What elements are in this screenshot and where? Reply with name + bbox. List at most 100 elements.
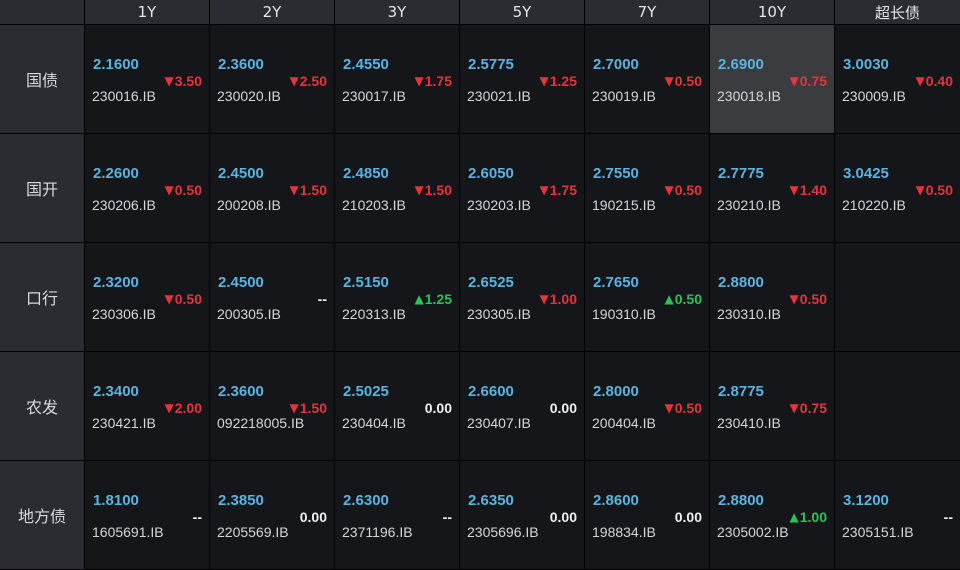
change-indicator: ▼ 1.50 xyxy=(290,182,327,198)
bond-code: 230009.IB xyxy=(842,88,906,104)
bond-quote-cell[interactable]: 2.3600 092218005.IB ▼ 1.50 xyxy=(210,352,334,460)
bond-quote-cell[interactable]: 2.4500 200208.IB ▼ 1.50 xyxy=(210,134,334,242)
bond-quote-cell[interactable]: 2.7000 230019.IB ▼ 0.50 xyxy=(585,25,709,133)
down-triangle-icon: ▼ xyxy=(164,74,174,88)
bond-quote-cell[interactable]: 2.6050 230203.IB ▼ 1.75 xyxy=(460,134,584,242)
bond-quote-cell[interactable]: 3.0030 230009.IB ▼ 0.40 xyxy=(835,25,960,133)
change-indicator: ▼ 0.75 xyxy=(790,73,827,89)
change-indicator: ▼ 2.00 xyxy=(165,400,202,416)
bond-quote-cell[interactable]: 2.6350 2305696.IB 0.00 xyxy=(460,461,584,569)
bond-quote-cell[interactable]: 2.2600 230206.IB ▼ 0.50 xyxy=(85,134,209,242)
yield-value: 2.4550 xyxy=(343,56,389,73)
bond-quote-cell[interactable]: 2.7775 230210.IB ▼ 1.40 xyxy=(710,134,834,242)
bond-code: 2371196.IB xyxy=(342,524,413,540)
change-value: 0.00 xyxy=(549,509,577,525)
change-value: 0.50 xyxy=(674,73,702,89)
down-triangle-icon: ▼ xyxy=(664,183,674,197)
row-header[interactable]: 口行 xyxy=(0,243,84,351)
bond-code: 230016.IB xyxy=(92,88,156,104)
bond-quote-cell[interactable]: 2.5025 230404.IB 0.00 xyxy=(335,352,459,460)
bond-quote-cell[interactable]: 2.3850 2205569.IB 0.00 xyxy=(210,461,334,569)
column-header-7y[interactable]: 7Y xyxy=(585,0,709,24)
column-header-1y[interactable]: 1Y xyxy=(85,0,209,24)
change-value: 0.40 xyxy=(925,73,953,89)
down-triangle-icon: ▼ xyxy=(915,183,925,197)
bond-quote-cell[interactable]: 2.4850 210203.IB ▼ 1.50 xyxy=(335,134,459,242)
bond-quote-cell[interactable]: 2.8000 200404.IB ▼ 0.50 xyxy=(585,352,709,460)
bond-quote-cell[interactable]: 2.3200 230306.IB ▼ 0.50 xyxy=(85,243,209,351)
bond-quote-cell[interactable]: 2.8800 2305002.IB ▲ 1.00 xyxy=(710,461,834,569)
yield-value: 2.7550 xyxy=(593,165,639,182)
change-value: -- xyxy=(192,509,202,525)
bond-code: 230306.IB xyxy=(92,306,156,322)
down-triangle-icon: ▼ xyxy=(164,183,174,197)
change-indicator: -- xyxy=(318,291,327,307)
bond-quote-cell[interactable]: 2.5775 230021.IB ▼ 1.25 xyxy=(460,25,584,133)
bond-quote-cell[interactable]: 2.3600 230020.IB ▼ 2.50 xyxy=(210,25,334,133)
column-header-2y[interactable]: 2Y xyxy=(210,0,334,24)
column-header-超长债[interactable]: 超长债 xyxy=(835,0,960,24)
bond-quote-cell[interactable]: 2.6300 2371196.IB -- xyxy=(335,461,459,569)
yield-value: 2.6600 xyxy=(468,383,514,400)
down-triangle-icon: ▼ xyxy=(289,401,299,415)
change-indicator: ▼ 1.25 xyxy=(540,73,577,89)
yield-value: 3.1200 xyxy=(843,492,889,509)
bond-quote-cell[interactable]: 2.5150 220313.IB ▲ 1.25 xyxy=(335,243,459,351)
bond-code: 230019.IB xyxy=(592,88,656,104)
bond-quote-cell[interactable]: 3.1200 2305151.IB -- xyxy=(835,461,960,569)
change-value: 0.50 xyxy=(674,291,702,307)
row-header[interactable]: 农发 xyxy=(0,352,84,460)
bond-code: 230020.IB xyxy=(217,88,281,104)
bond-quote-cell[interactable]: 2.7650 190310.IB ▲ 0.50 xyxy=(585,243,709,351)
change-value: 1.00 xyxy=(549,291,577,307)
bond-quote-cell[interactable]: 2.4550 230017.IB ▼ 1.75 xyxy=(335,25,459,133)
bond-quote-cell[interactable]: 2.8600 198834.IB 0.00 xyxy=(585,461,709,569)
row-header[interactable]: 地方债 xyxy=(0,461,84,569)
bond-quote-cell[interactable]: 3.0425 210220.IB ▼ 0.50 xyxy=(835,134,960,242)
bond-code: 190215.IB xyxy=(592,197,656,213)
change-value: 0.50 xyxy=(174,182,202,198)
yield-value: 2.8000 xyxy=(593,383,639,400)
change-indicator: ▼ 0.50 xyxy=(165,291,202,307)
bond-quote-cell[interactable]: 2.6525 230305.IB ▼ 1.00 xyxy=(460,243,584,351)
change-value: 1.00 xyxy=(799,509,827,525)
bond-quote-cell[interactable]: 1.8100 1605691.IB -- xyxy=(85,461,209,569)
yield-value: 2.8600 xyxy=(593,492,639,509)
change-value: 0.50 xyxy=(674,182,702,198)
bond-code: 190310.IB xyxy=(592,306,656,322)
change-indicator: ▼ 1.00 xyxy=(540,291,577,307)
bond-code: 230421.IB xyxy=(92,415,156,431)
bond-quote-cell[interactable]: 2.8775 230410.IB ▼ 0.75 xyxy=(710,352,834,460)
yield-value: 2.6350 xyxy=(468,492,514,509)
change-indicator: ▼ 0.50 xyxy=(665,73,702,89)
column-header-3y[interactable]: 3Y xyxy=(335,0,459,24)
down-triangle-icon: ▼ xyxy=(789,292,799,306)
row-header[interactable]: 国开 xyxy=(0,134,84,242)
bond-quote-cell[interactable]: 2.1600 230016.IB ▼ 3.50 xyxy=(85,25,209,133)
bond-code: 230203.IB xyxy=(467,197,531,213)
column-header-5y[interactable]: 5Y xyxy=(460,0,584,24)
bond-quote-cell[interactable]: 2.8800 230310.IB ▼ 0.50 xyxy=(710,243,834,351)
yield-value: 2.1600 xyxy=(93,56,139,73)
change-indicator: ▼ 0.75 xyxy=(790,400,827,416)
row-header[interactable]: 国债 xyxy=(0,25,84,133)
bond-quote-cell[interactable]: 2.6600 230407.IB 0.00 xyxy=(460,352,584,460)
yield-value: 2.4850 xyxy=(343,165,389,182)
change-value: 0.00 xyxy=(424,400,452,416)
bond-quote-cell[interactable]: 2.7550 190215.IB ▼ 0.50 xyxy=(585,134,709,242)
change-value: 1.50 xyxy=(299,182,327,198)
bond-quote-cell[interactable]: 2.3400 230421.IB ▼ 2.00 xyxy=(85,352,209,460)
yield-value: 2.6300 xyxy=(343,492,389,509)
change-value: 1.50 xyxy=(299,400,327,416)
bond-code: 230018.IB xyxy=(717,88,781,104)
change-value: 1.75 xyxy=(549,182,577,198)
change-indicator: ▼ 0.50 xyxy=(790,291,827,307)
bond-quote-cell[interactable]: 2.6900 230018.IB ▼ 0.75 xyxy=(710,25,834,133)
down-triangle-icon: ▼ xyxy=(789,401,799,415)
bond-code: 230404.IB xyxy=(342,415,406,431)
empty-cell xyxy=(835,352,960,460)
bond-code: 200305.IB xyxy=(217,306,281,322)
column-header-10y[interactable]: 10Y xyxy=(710,0,834,24)
bond-quote-cell[interactable]: 2.4500 200305.IB -- xyxy=(210,243,334,351)
